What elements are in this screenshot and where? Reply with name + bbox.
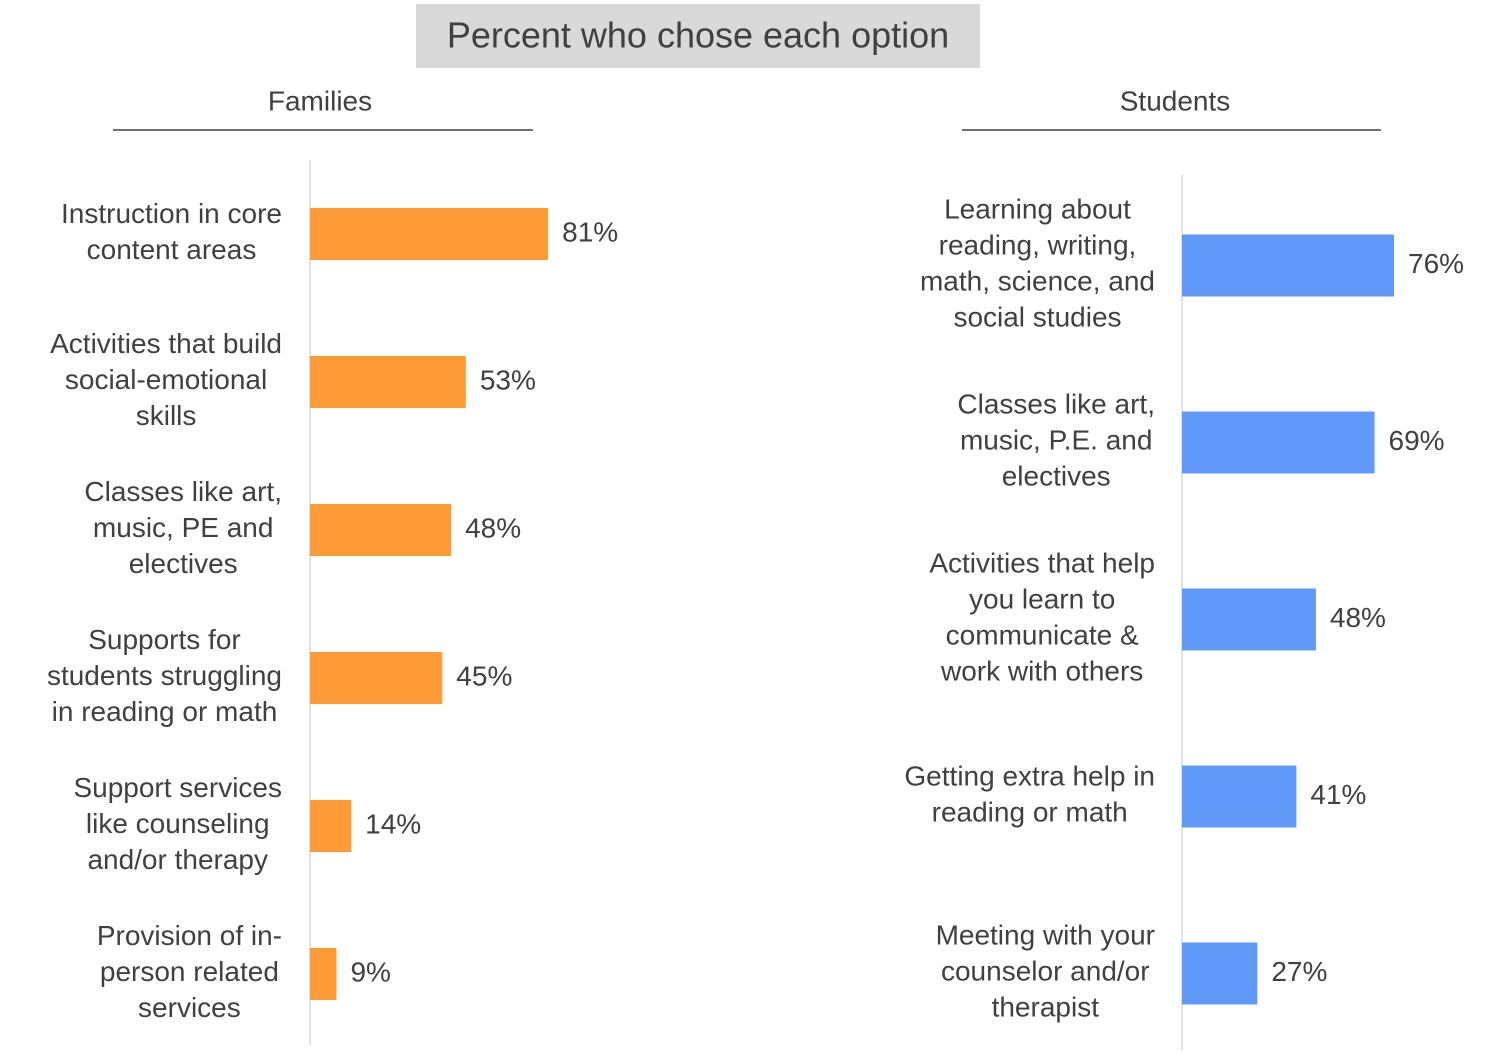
- bar: [310, 356, 466, 408]
- bar: [310, 948, 337, 1000]
- value-label: 27%: [1271, 956, 1327, 987]
- category-label: Learning about reading, writing, math, sci…: [920, 194, 1155, 333]
- value-label: 45%: [456, 660, 512, 691]
- bar: [1182, 411, 1375, 474]
- header-box: [416, 4, 980, 68]
- bar: [310, 652, 443, 704]
- category-label: Instruction in core content areas: [61, 198, 282, 265]
- bar: [310, 504, 452, 556]
- bar: [1182, 588, 1316, 651]
- bar: [310, 800, 352, 852]
- bar: [1182, 765, 1297, 828]
- value-label: 41%: [1310, 779, 1366, 810]
- value-label: 69%: [1389, 425, 1445, 456]
- value-label: 9%: [350, 956, 390, 987]
- bar: [310, 208, 549, 260]
- value-label: 53%: [480, 364, 536, 395]
- bar: [1182, 942, 1258, 1005]
- category-label: Provision of in-person related services: [97, 920, 282, 1023]
- category-label: Support services like counseling and/or th…: [73, 772, 282, 875]
- value-label: 48%: [465, 512, 521, 543]
- value-label: 81%: [562, 216, 618, 247]
- value-label: 14%: [365, 808, 421, 839]
- bar: [1182, 234, 1395, 297]
- category-label: Classes like art, music, PE and electives: [84, 476, 282, 579]
- category-label: Activities that help you learn to communic…: [929, 548, 1155, 687]
- category-label: Activities that build social-emotional ski…: [50, 328, 282, 431]
- chart-title: Families: [268, 85, 372, 116]
- value-label: 48%: [1330, 602, 1386, 633]
- category-label: Supports for students struggling in readin…: [47, 624, 282, 727]
- category-label: Classes like art, music, P.E. and elective…: [957, 389, 1155, 492]
- chart-title: Students: [1120, 85, 1231, 116]
- value-label: 76%: [1408, 248, 1464, 279]
- category-label: Meeting with your counselor and/or therapi…: [936, 920, 1155, 1023]
- header-title: Percent who chose each option: [447, 15, 949, 56]
- category-label: Getting extra help in reading or math: [904, 761, 1155, 828]
